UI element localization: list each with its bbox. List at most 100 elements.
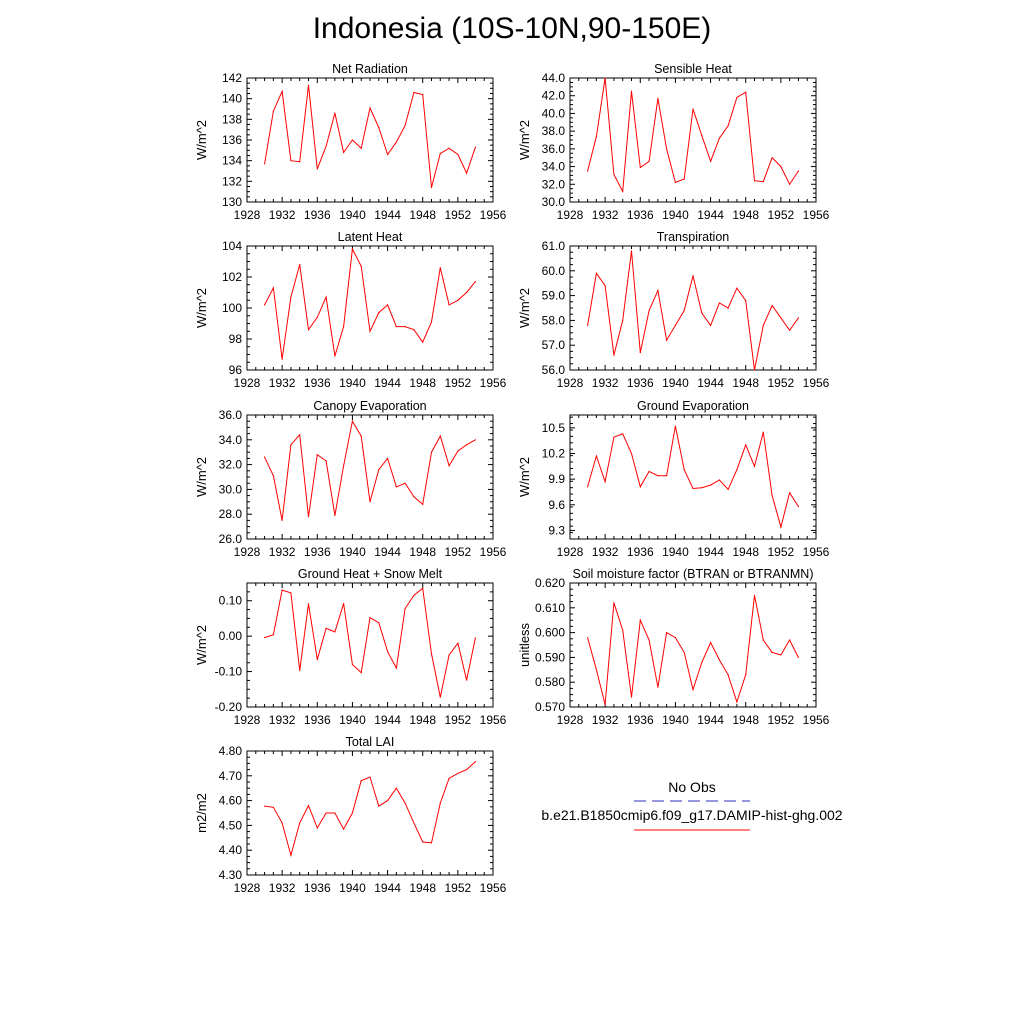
y-tick-label: 36.0 [542,142,566,156]
data-point [683,469,685,471]
data-point [622,190,624,192]
plot-frame [246,77,494,203]
y-tick-label: 34.0 [219,433,243,447]
x-tick-label: 1948 [409,713,436,727]
data-point [613,354,615,356]
x-tick-label: 1932 [269,881,296,895]
x-tick-label: 1932 [269,376,296,390]
y-tick-label: 26.0 [219,532,243,546]
data-point [307,84,310,86]
data-point [657,97,659,99]
data-point [736,96,738,99]
data-point [422,341,424,343]
data-point [272,287,274,289]
x-tick-label: 1940 [662,713,689,727]
data-point [316,658,318,661]
x-tick-label: 1948 [732,713,759,727]
y-tick-label: 44.0 [542,71,566,85]
y-tick-label: 28.0 [219,507,243,521]
data-point [448,777,450,779]
figure-title: Indonesia (10S-10N,90-150E) [312,12,712,45]
data-point [334,812,336,814]
panel-title: Total LAI [346,735,395,749]
data-point [586,636,589,639]
y-axis-label: W/m^2 [194,457,209,497]
x-tick-label: 1928 [234,881,261,895]
data-point [595,669,597,671]
y-axis-label: W/m^2 [517,288,532,328]
x-tick-label: 1952 [768,376,795,390]
data-point [360,780,362,782]
data-point [299,822,301,824]
x-tick-label: 1944 [374,208,401,222]
y-tick-label: 4.40 [219,843,243,857]
y-tick-label: 9.3 [548,523,565,537]
data-point [334,112,336,114]
y-tick-label: 0.620 [535,576,565,590]
data-point [709,484,712,486]
data-point [474,146,477,148]
x-tick-label: 1928 [557,208,584,222]
data-point [307,516,310,518]
data-point [404,607,406,610]
data-point [466,444,468,446]
x-tick-label: 1940 [339,545,366,559]
x-tick-label: 1940 [662,208,689,222]
x-tick-label: 1952 [445,545,472,559]
data-point [334,514,336,517]
data-point [290,854,292,856]
data-point [789,492,791,494]
data-point [422,841,424,843]
data-point [639,486,641,488]
y-tick-label: 9.9 [548,472,565,486]
data-point [683,309,685,312]
data-point [657,686,659,688]
panel-transpiration: 1928 1932 1936 1940 1944 1948 1952 1956 56.0 57.0… [517,230,830,390]
y-tick-label: 0.590 [535,650,565,664]
data-point [422,93,424,96]
data-point [639,166,641,169]
legend-label-model: b.e21.B1850cmip6.f09_g17.DAMIP-hist-ghg.… [541,807,842,823]
data-point [430,842,433,844]
data-point [762,639,764,641]
panel-title: Soil moisture factor (BTRAN or BTRANMN) [572,567,813,581]
data-point [369,107,371,109]
data-point [797,170,800,172]
y-axis-label: W/m^2 [194,120,209,160]
series-line [587,250,799,371]
data-point [334,355,336,357]
data-point [360,265,362,267]
data-point [718,137,720,139]
data-point [701,312,703,314]
data-point [736,287,738,289]
data-point [771,304,773,307]
data-point [378,468,380,471]
data-point [789,329,791,331]
y-tick-label: 130 [222,195,242,209]
data-point [595,455,597,457]
data-point [448,147,450,149]
x-tick-label: 1952 [445,208,472,222]
panel-canopy-evaporation: 1928 1932 1936 1940 1944 1948 1952 1956 26.0 28.0… [194,399,507,559]
data-point [272,806,274,808]
panel-latent-heat: 1928 1932 1936 1940 1944 1948 1952 1956 96 98 100 1… [194,230,507,390]
y-tick-label: 0.580 [535,675,565,689]
y-tick-label: 36.0 [219,408,243,422]
data-point [604,77,606,79]
x-tick-label: 1948 [409,208,436,222]
series-line [264,419,476,521]
y-tick-label: 9.6 [548,498,565,512]
data-point [727,674,729,676]
data-point [745,674,747,676]
data-point [422,587,424,589]
data-point [630,250,633,252]
y-tick-label: -0.20 [215,700,243,714]
y-tick-label: 98 [229,332,243,346]
data-point [369,776,371,778]
data-point [701,487,703,489]
x-tick-label: 1932 [269,545,296,559]
data-point [789,183,791,185]
data-point [439,696,441,698]
data-point [263,805,266,807]
